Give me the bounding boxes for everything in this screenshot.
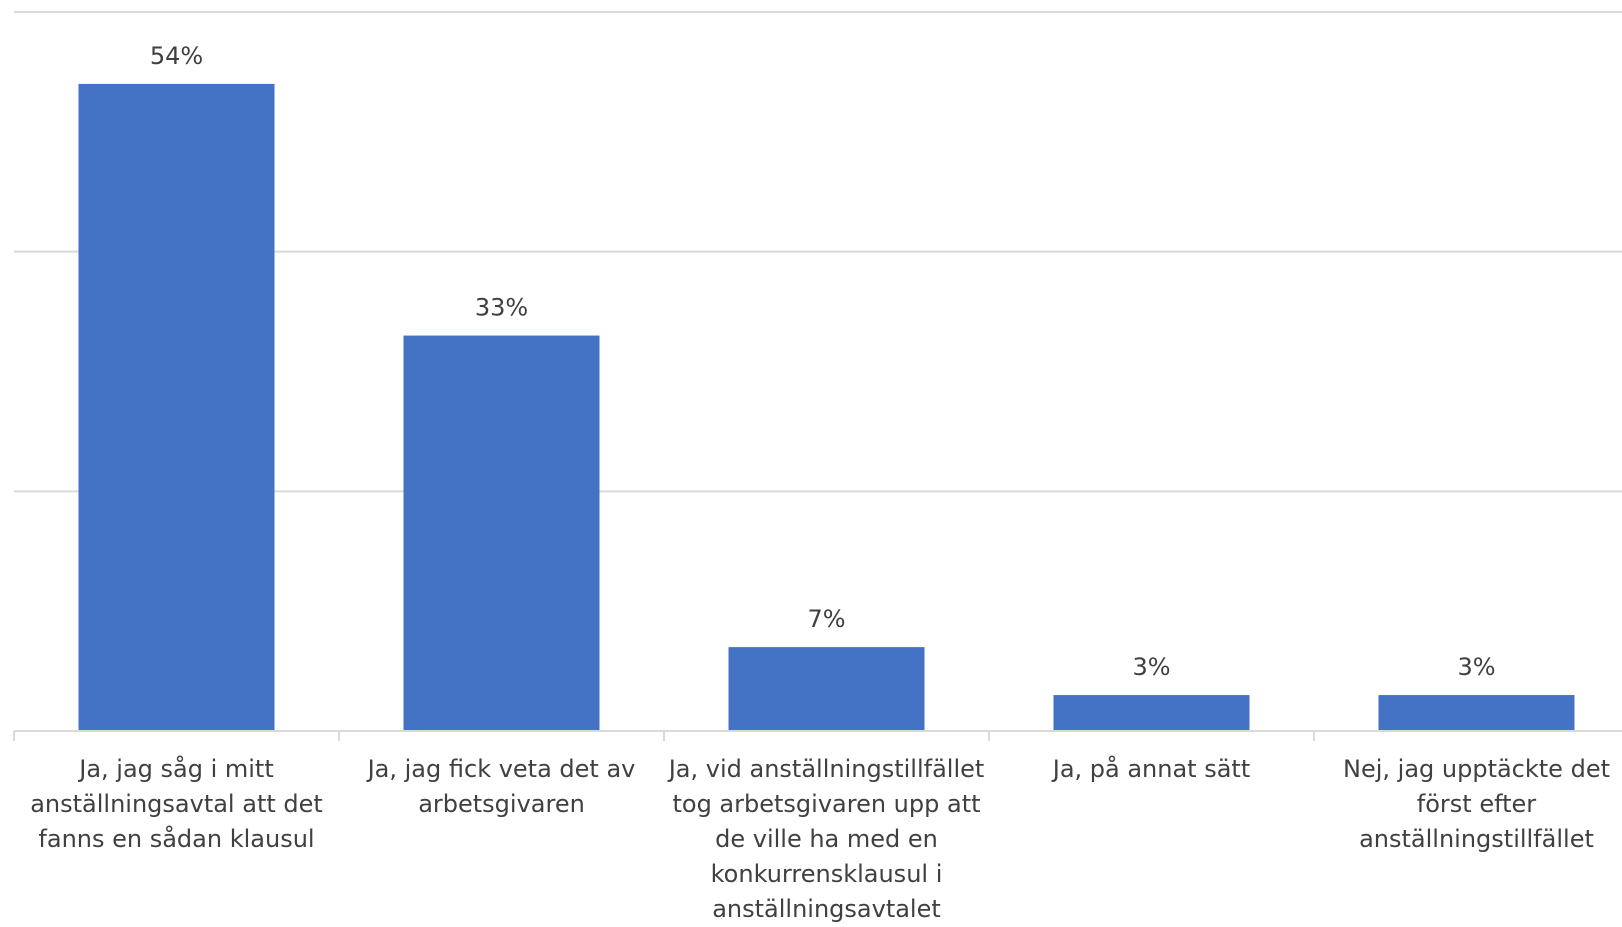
bar xyxy=(1379,695,1575,731)
category-label: Nej, jag upptäckte det först efter anstä… xyxy=(1317,752,1622,857)
bar xyxy=(404,336,600,731)
bar xyxy=(79,84,275,731)
category-label: Ja, vid anställningstillfället tog arbet… xyxy=(667,752,987,927)
data-labels: 54% 33% 7% 3% 3% xyxy=(150,42,1496,681)
category-label: Ja, jag såg i mitt anställningsavtal att… xyxy=(17,752,337,857)
bars xyxy=(79,84,1575,731)
data-label: 33% xyxy=(475,294,528,322)
category-label: Ja, på annat sätt xyxy=(992,752,1312,787)
data-label: 7% xyxy=(807,605,845,633)
data-label: 54% xyxy=(150,42,203,70)
x-axis xyxy=(14,731,1622,741)
bar xyxy=(729,647,925,731)
category-label: Ja, jag fick veta det av arbetsgivaren xyxy=(342,752,662,822)
data-label: 3% xyxy=(1457,653,1495,681)
data-label: 3% xyxy=(1132,653,1170,681)
bar xyxy=(1054,695,1250,731)
